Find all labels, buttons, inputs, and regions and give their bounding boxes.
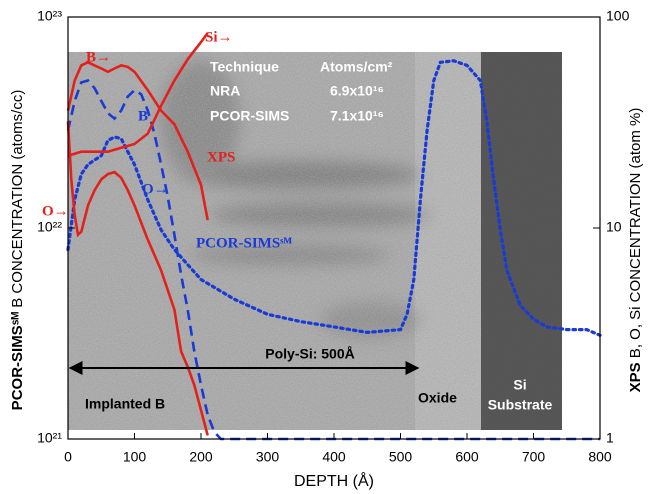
y2-axis-label-part: XPS	[627, 362, 644, 392]
x-tick-label: 800	[588, 449, 612, 465]
y2-tick-label: 1	[606, 430, 614, 446]
region-label: Implanted B	[85, 396, 165, 412]
annotation: PCOR-SIMSˢᴹ	[196, 235, 292, 251]
x-tick-label: 400	[322, 449, 346, 465]
table-cell: NRA	[210, 83, 240, 99]
x-tick-label: 500	[389, 449, 413, 465]
y2-tick-label: 100	[606, 8, 630, 24]
y-tick-label: 10²¹	[37, 430, 62, 446]
x-tick-label: 0	[64, 449, 72, 465]
y2-tick-label: 10	[606, 219, 622, 235]
x-tick-label: 200	[189, 449, 213, 465]
annotation: XPS	[207, 149, 235, 165]
table-header: Atoms/cm²	[320, 59, 393, 75]
table-cell: PCOR-SIMS	[210, 108, 289, 124]
y2-axis-label-part: B, O, Si CONCENTRATION (atom %)	[627, 108, 644, 363]
series-line	[66, 60, 209, 221]
series-line	[67, 32, 209, 157]
x-tick-label: 700	[522, 449, 546, 465]
y-axis-label: PCOR-SIMSˢᴹ B CONCENTRATION (atoms/cc)	[9, 90, 26, 411]
annotation: Si→	[205, 29, 233, 45]
region-label: Substrate	[488, 397, 553, 413]
y-tick-label: 10²²	[37, 219, 62, 235]
x-axis-label: DEPTH (Å)	[294, 471, 374, 490]
region-label: Poly-Si: 500Å	[265, 346, 354, 362]
table-cell: 7.1x10¹⁶	[330, 108, 384, 124]
x-tick-label: 300	[256, 449, 280, 465]
y-tick-label: 10²³	[37, 8, 62, 24]
y-axis-label-part: B CONCENTRATION (atoms/cc)	[9, 90, 26, 312]
x-tick-label: 100	[123, 449, 147, 465]
x-tick-label: 600	[455, 449, 479, 465]
annotation: O→	[42, 203, 69, 219]
region-label: Si	[513, 377, 526, 393]
table-cell: 6.9x10¹⁶	[330, 83, 384, 99]
annotation: B	[138, 108, 148, 124]
region-label: Oxide	[418, 390, 457, 406]
table-header: Technique	[210, 59, 279, 75]
annotation: B→	[86, 49, 111, 65]
series-line	[66, 59, 602, 337]
y-axis-label-part: PCOR-SIMSˢᴹ	[9, 312, 26, 411]
annotation: O→	[142, 181, 169, 197]
y2-axis-label: XPS B, O, Si CONCENTRATION (atom %)	[627, 108, 644, 393]
